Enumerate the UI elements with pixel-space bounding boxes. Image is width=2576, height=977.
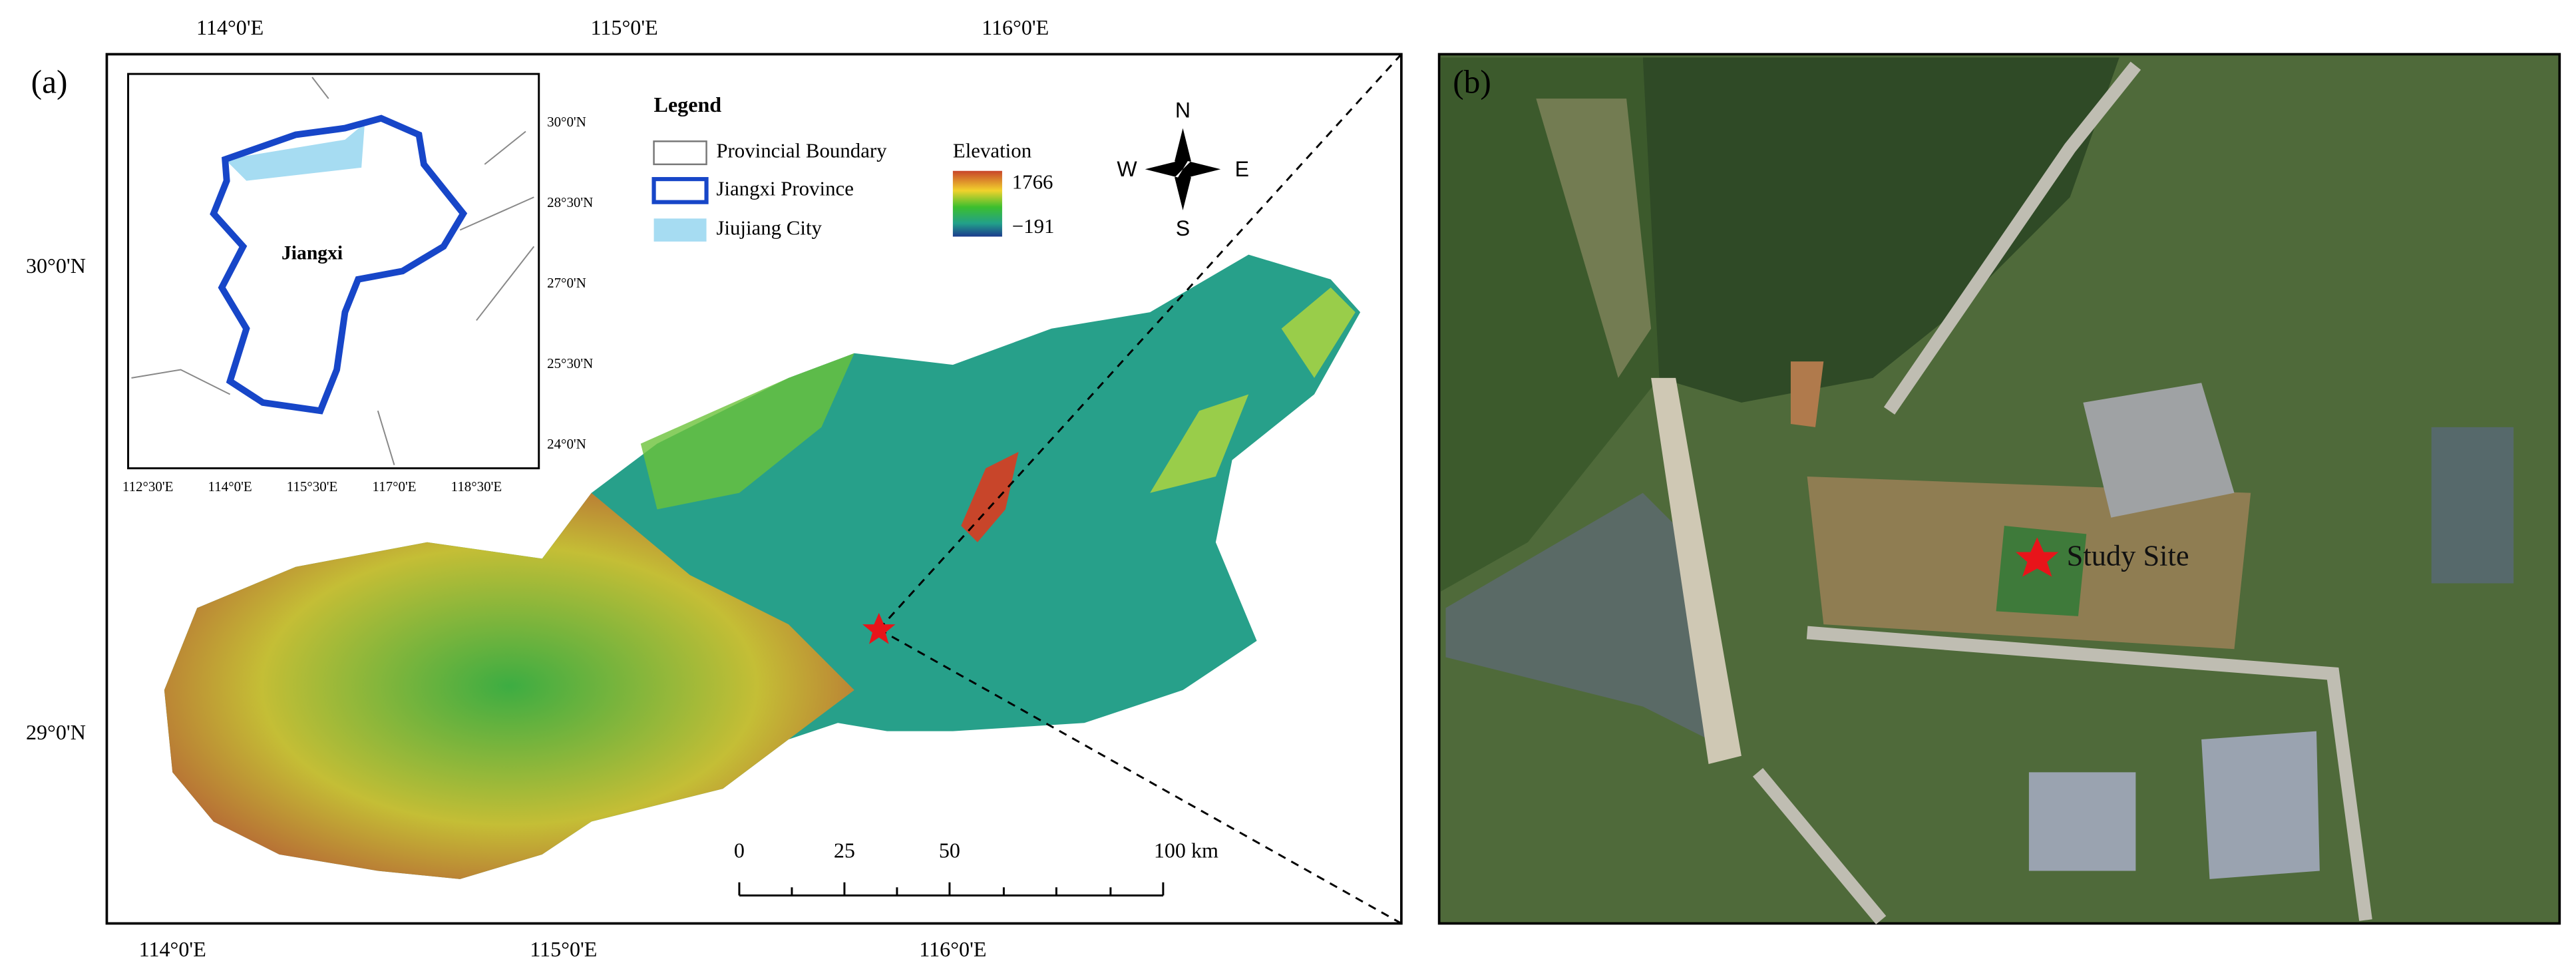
dam xyxy=(1651,377,1742,765)
top-axis-label: 114°0'E xyxy=(196,15,264,39)
building xyxy=(2083,383,2235,518)
bottom-axis-label: 115°0'E xyxy=(530,937,597,961)
top-axis-label: 115°0'E xyxy=(591,15,658,39)
field-plot xyxy=(1790,361,1824,427)
inset-axis-label: 117°0'E xyxy=(372,479,416,494)
pond xyxy=(1445,492,1726,748)
scale-bar xyxy=(738,882,1165,897)
pond xyxy=(2431,427,2514,584)
left-axis-label: 30°0'N xyxy=(26,254,86,278)
jiangxi-boundary xyxy=(210,114,468,415)
legend-title: Legend xyxy=(654,93,722,116)
dem-mountain xyxy=(961,451,1019,542)
building xyxy=(2028,731,2320,879)
legend-swatch xyxy=(653,140,707,166)
compass-label: E xyxy=(1235,157,1249,181)
terraces xyxy=(1536,98,1652,378)
dem-hills xyxy=(640,353,854,510)
scale-label: 25 xyxy=(834,839,855,863)
dem-hills xyxy=(1150,288,1356,493)
legend-swatch xyxy=(651,177,709,204)
panel-label: (b) xyxy=(1453,64,1491,100)
bottom-axis-label: 116°0'E xyxy=(919,937,986,961)
panel-label: (a) xyxy=(31,64,68,100)
scale-label: 50 xyxy=(939,839,960,863)
inset-axis-label: 24°0'N xyxy=(547,436,586,452)
inset-region-label: Jiangxi xyxy=(281,242,343,264)
compass-rose xyxy=(1145,128,1221,211)
inset-boundaries xyxy=(131,77,535,465)
inset-axis-label: 30°0'N xyxy=(547,114,586,130)
inset-axis-label: 118°30'E xyxy=(451,479,502,494)
inset-axis-label: 112°30'E xyxy=(122,479,174,494)
connector-lines xyxy=(878,53,1402,924)
compass-label: N xyxy=(1175,98,1191,122)
study-site-label: Study Site xyxy=(2067,539,2189,572)
compass-label: S xyxy=(1176,216,1190,240)
inset-axis-label: 25°30'N xyxy=(547,355,593,371)
legend-label: Provincial Boundary xyxy=(716,140,887,162)
scale-label: 100 km xyxy=(1154,839,1218,863)
left-axis-label: 29°0'N xyxy=(26,720,86,744)
legend-label: Jiangxi Province xyxy=(716,177,854,200)
legend-swatch xyxy=(653,218,707,242)
elevation-max: 1766 xyxy=(1012,171,1053,194)
scale-label: 0 xyxy=(734,839,745,863)
jiujiang-city xyxy=(225,123,365,181)
roads xyxy=(1752,61,2372,924)
top-axis-label: 116°0'E xyxy=(982,15,1049,39)
inset-frame xyxy=(127,73,540,470)
forest xyxy=(1642,57,2119,403)
study-site-marker xyxy=(2016,537,2059,577)
compass-label: W xyxy=(1117,157,1137,181)
inset-axis-label: 28°30'N xyxy=(547,194,593,210)
inset-axis-label: 114°0'E xyxy=(208,479,252,494)
site-marker xyxy=(862,612,896,644)
inset-axis-label: 27°0'N xyxy=(547,275,586,291)
dem-highlands xyxy=(164,492,854,879)
legend-label: Jiujiang City xyxy=(716,217,822,240)
elevation-ramp xyxy=(952,170,1002,237)
field-plot xyxy=(1996,526,2087,616)
bottom-axis-label: 114°0'E xyxy=(139,937,206,961)
elevation-min: −191 xyxy=(1012,215,1055,238)
inset-axis-label: 115°30'E xyxy=(287,479,338,494)
elevation-title: Elevation xyxy=(953,140,1031,162)
